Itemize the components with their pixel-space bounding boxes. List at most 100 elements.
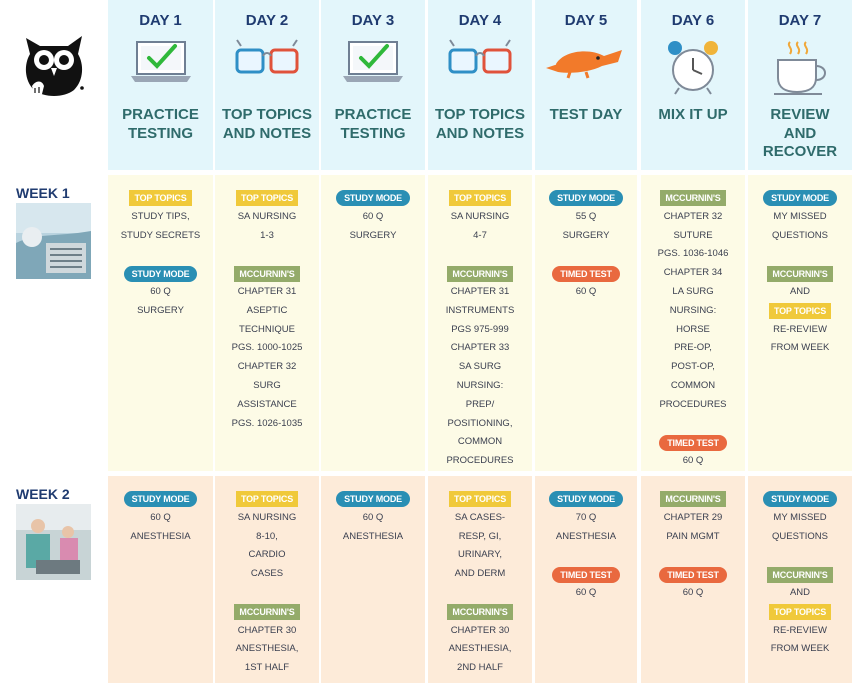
- task-text: POST-OP,: [671, 361, 715, 373]
- day-title: REVIEW AND RECOVER: [748, 106, 852, 162]
- glasses-icon: [233, 38, 301, 89]
- task-text: AND DERM: [454, 568, 506, 580]
- task-text: 60 Q: [575, 285, 597, 297]
- task-text: TECHNIQUE: [239, 323, 295, 335]
- day-title-line: TESTING: [127, 124, 193, 142]
- day-name: DAY 1: [139, 12, 182, 29]
- study-mode-tag: STUDY MODE: [123, 265, 198, 282]
- day-title-line: AND: [783, 124, 817, 142]
- task-text: COMMON: [457, 436, 503, 448]
- task-text: MY MISSED: [773, 511, 827, 523]
- cell-content: TOP TOPICS SA NURSING 1-3 MCCURNIN'S CHAPTER…: [215, 175, 319, 433]
- top-topics-tag: TOP TOPICS: [768, 604, 832, 621]
- timed-test-tag: TIMED TEST: [659, 434, 727, 451]
- cell-content: MCCURNIN'S CHAPTER 32 SUTURE PGS. 1036-1046…: [641, 175, 745, 471]
- task-text: 4-7: [473, 229, 487, 241]
- task-text: CHAPTER 31: [450, 285, 510, 297]
- day-header-5: DAY 5 TEST DAY: [535, 0, 637, 170]
- week2-day7-cell: STUDY MODE MY MISSED QUESTIONS MCCURNIN'S AN…: [748, 476, 852, 683]
- day-title-line: TOP TOPICS: [434, 106, 526, 123]
- task-text: NURSING:: [456, 379, 504, 391]
- cell-content: TOP TOPICS SA NURSING 4-7 MCCURNIN'S CHAPTER…: [428, 175, 532, 471]
- mccurnins-tag: MCCURNIN'S: [660, 190, 726, 207]
- cell-content: STUDY MODE 70 Q ANESTHESIA TIMED TEST 60 Q: [535, 476, 637, 603]
- task-text: STUDY TIPS,: [131, 210, 190, 222]
- task-text: URINARY,: [458, 549, 502, 561]
- task-text: SA NURSING: [450, 210, 510, 222]
- study-mode-tag: STUDY MODE: [763, 491, 837, 508]
- coffee-cup-icon: [770, 38, 830, 103]
- task-text: CHAPTER 33: [450, 342, 510, 354]
- study-mode-tag: STUDY MODE: [549, 491, 623, 508]
- task-text: CHAPTER 31: [237, 285, 297, 297]
- top-topics-tag: TOP TOPICS: [448, 491, 512, 508]
- task-text: SA NURSING: [237, 210, 297, 222]
- week1-day3-cell: STUDY MODE 60 Q SURGERY: [321, 175, 425, 471]
- timed-test-tag: TIMED TEST: [552, 566, 620, 583]
- task-text: NURSING:: [669, 304, 717, 316]
- task-text: CHAPTER 32: [237, 361, 297, 373]
- task-text: SA SURG: [458, 361, 502, 373]
- task-text: COMMON: [670, 379, 716, 391]
- task-text: PROCEDURES: [659, 398, 727, 410]
- task-text: PREP/: [465, 398, 495, 410]
- surgery-instruments-photo: [16, 203, 91, 279]
- day-name: DAY 3: [351, 12, 395, 29]
- task-text: PROCEDURES: [446, 455, 514, 467]
- task-text: FROM WEEK: [770, 643, 830, 655]
- task-text: AND: [789, 285, 811, 297]
- top-topics-tag: TOP TOPICS: [235, 491, 299, 508]
- mccurnins-tag: MCCURNIN'S: [767, 265, 833, 282]
- day-name: DAY 4: [458, 12, 502, 29]
- task-text: PAIN MGMT: [666, 530, 720, 542]
- task-text: ANESTHESIA,: [235, 643, 299, 655]
- task-text: PGS. 1000-1025: [231, 342, 303, 354]
- task-text: RESP, GI,: [458, 530, 502, 542]
- mccurnins-tag: MCCURNIN'S: [447, 604, 513, 621]
- task-text: CHAPTER 34: [663, 267, 723, 279]
- task-text: RE-REVIEW: [773, 323, 827, 335]
- task-text: 60 Q: [362, 210, 384, 222]
- day-name: DAY 6: [671, 12, 715, 29]
- task-text: PRE-OP,: [674, 342, 712, 354]
- top-topics-tag: TOP TOPICS: [768, 303, 832, 320]
- cell-content: STUDY MODE 60 Q SURGERY: [321, 175, 425, 245]
- timed-test-tag: TIMED TEST: [659, 566, 727, 583]
- week2-day2-cell: TOP TOPICS SA NURSING 8-10, CARDIO CASES MCCU…: [215, 476, 319, 683]
- study-mode-tag: STUDY MODE: [763, 190, 837, 207]
- task-text: PGS. 1026-1035: [231, 417, 303, 429]
- week2-day3-cell: STUDY MODE 60 Q ANESTHESIA: [321, 476, 425, 683]
- week2-day6-cell: MCCURNIN'S CHAPTER 29 PAIN MGMT TIMED TEST 6…: [641, 476, 745, 683]
- laptop-check-icon: [341, 38, 405, 91]
- task-text: PGS. 1036-1046: [657, 248, 729, 260]
- task-text: SUTURE: [673, 229, 713, 241]
- day-title: MIX IT UP: [641, 106, 745, 125]
- day-title-line: AND NOTES: [222, 124, 312, 142]
- day-name: DAY 5: [564, 12, 608, 29]
- study-mode-tag: STUDY MODE: [549, 190, 623, 207]
- task-text: 2ND HALF: [457, 662, 503, 674]
- task-text: 60 Q: [682, 586, 704, 598]
- task-text: FROM WEEK: [770, 342, 830, 354]
- task-text: POSITIONING,: [447, 417, 513, 429]
- day-title: PRACTICE TESTING: [321, 106, 425, 143]
- cell-content: STUDY MODE MY MISSED QUESTIONS MCCURNIN'S AN…: [748, 476, 852, 659]
- day-title-line: TEST DAY: [549, 106, 623, 123]
- mccurnins-tag: MCCURNIN'S: [447, 265, 513, 282]
- week1-day4-cell: TOP TOPICS SA NURSING 4-7 MCCURNIN'S CHAPTER…: [428, 175, 532, 471]
- task-text: SURGERY: [137, 304, 184, 316]
- week2-day5-cell: STUDY MODE 70 Q ANESTHESIA TIMED TEST 60 Q: [535, 476, 637, 683]
- mccurnins-tag: MCCURNIN'S: [234, 265, 300, 282]
- task-text: ANESTHESIA: [342, 530, 404, 542]
- laptop-check-icon: [129, 38, 193, 91]
- study-mode-tag: STUDY MODE: [123, 491, 198, 508]
- cell-content: STUDY MODE 60 Q ANESTHESIA: [321, 476, 425, 546]
- task-text: CASES: [250, 568, 284, 580]
- task-text: QUESTIONS: [772, 530, 828, 542]
- day-name: DAY 7: [778, 12, 822, 29]
- day-title-line: TESTING: [340, 124, 406, 142]
- top-topics-tag: TOP TOPICS: [129, 190, 192, 207]
- task-text: 8-10,: [256, 530, 278, 542]
- timed-test-tag: TIMED TEST: [552, 265, 620, 282]
- task-text: CHAPTER 30: [450, 624, 510, 636]
